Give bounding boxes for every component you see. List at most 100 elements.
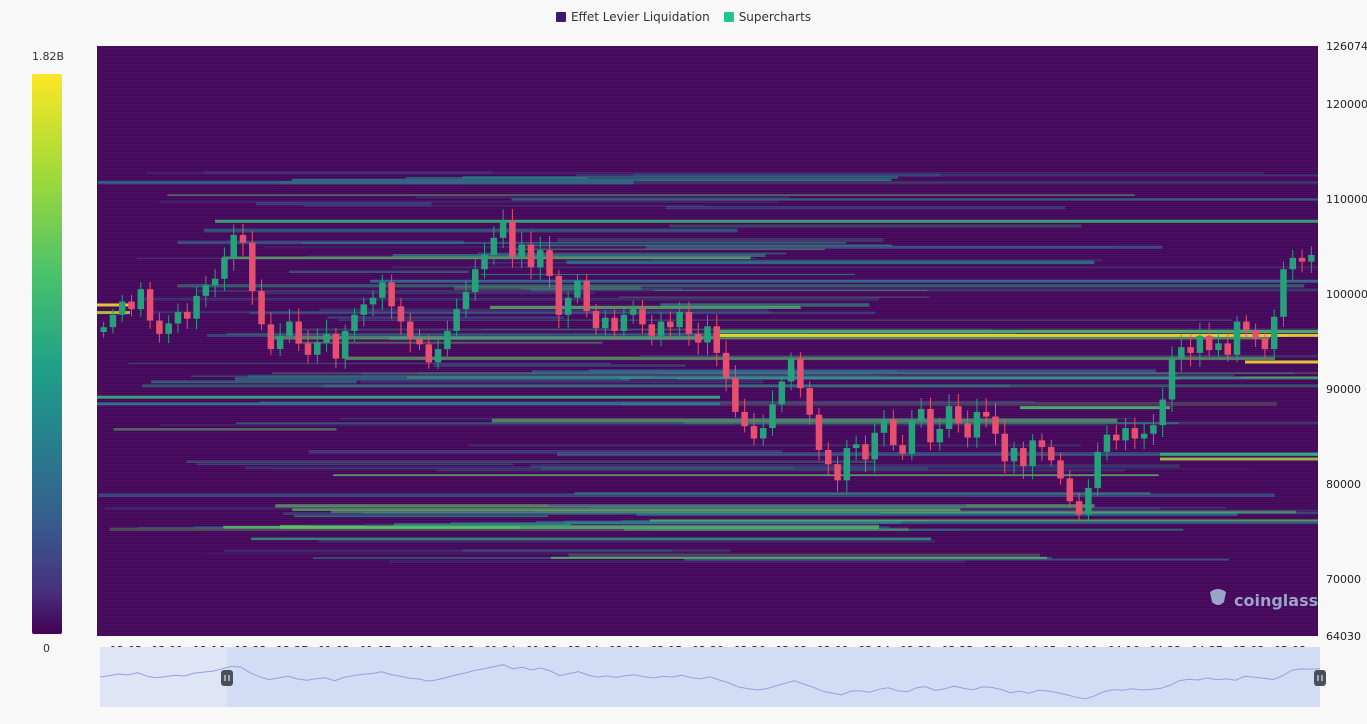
candle-body bbox=[1085, 487, 1092, 515]
candle-body bbox=[221, 257, 228, 279]
candle-body bbox=[267, 324, 275, 350]
candle-body bbox=[1150, 425, 1157, 434]
candle-body bbox=[713, 326, 721, 353]
candle-body bbox=[611, 317, 618, 332]
candle-body bbox=[741, 411, 748, 427]
candle-body bbox=[174, 312, 182, 324]
candle-body bbox=[564, 297, 572, 315]
candle-body bbox=[1233, 321, 1241, 355]
y-tick-label: 110000 bbox=[1326, 193, 1367, 206]
colorbar[interactable] bbox=[32, 74, 62, 634]
legend-item-liquidation[interactable]: Effet Levier Liquidation bbox=[555, 10, 710, 24]
candle-body bbox=[462, 292, 470, 310]
candle-body bbox=[722, 352, 730, 378]
candle-body bbox=[908, 420, 916, 454]
candle-body bbox=[927, 409, 934, 443]
candle-body bbox=[1159, 399, 1166, 426]
candle-body bbox=[945, 406, 953, 429]
candle-body bbox=[1020, 447, 1027, 467]
candle-body bbox=[1168, 358, 1176, 400]
candle-body bbox=[1001, 433, 1009, 462]
candle-body bbox=[936, 428, 944, 443]
candle-body bbox=[193, 295, 200, 319]
candle-body bbox=[667, 321, 674, 328]
candle-body bbox=[1308, 254, 1315, 262]
candle-body bbox=[1047, 447, 1055, 461]
candle-body bbox=[406, 321, 414, 339]
y-tick-label: 120000 bbox=[1326, 98, 1367, 111]
y-tick-label: 126074 bbox=[1326, 40, 1367, 53]
candle-body bbox=[481, 254, 488, 270]
candle-body bbox=[871, 432, 878, 460]
candle-body bbox=[732, 377, 739, 412]
candle-body bbox=[388, 282, 395, 307]
candle-body bbox=[787, 358, 795, 382]
candle-body bbox=[629, 309, 637, 315]
candle-body bbox=[1131, 428, 1139, 439]
candle-body bbox=[982, 411, 990, 417]
candle-body bbox=[1280, 269, 1287, 317]
candle-body bbox=[834, 464, 841, 481]
candle-body bbox=[555, 275, 563, 315]
candle-body bbox=[202, 285, 210, 296]
candle-body bbox=[397, 306, 405, 322]
candle-body bbox=[843, 447, 851, 481]
candle-body bbox=[537, 250, 544, 268]
candle-body bbox=[444, 331, 451, 350]
y-axis: 126074 120000 110000 100000 90000 80000 70000 6… bbox=[1326, 40, 1367, 643]
candle-body bbox=[546, 250, 553, 276]
candle-body bbox=[249, 242, 256, 292]
candle-body bbox=[890, 419, 897, 446]
navigator-handle-left[interactable] bbox=[221, 670, 233, 686]
candle-body bbox=[230, 234, 237, 258]
candle-body bbox=[304, 343, 312, 355]
candle-body bbox=[778, 381, 786, 405]
navigator-handle-right[interactable] bbox=[1314, 670, 1326, 686]
y-tick-label: 64030 bbox=[1326, 630, 1361, 643]
candle-body bbox=[1057, 460, 1064, 479]
candle-body bbox=[323, 333, 330, 343]
candle-body bbox=[156, 320, 163, 334]
candle-body bbox=[118, 301, 126, 315]
candle-body bbox=[341, 331, 349, 359]
candle-body bbox=[1298, 257, 1306, 262]
navigator-window[interactable] bbox=[227, 647, 1320, 707]
candle-body bbox=[499, 221, 507, 238]
candle-body bbox=[425, 344, 433, 363]
candle-body bbox=[100, 327, 107, 332]
candle-body bbox=[676, 312, 683, 328]
colorbar-max-label: 1.82B bbox=[32, 50, 65, 63]
candle-body bbox=[648, 324, 656, 336]
candle-body bbox=[146, 289, 154, 321]
price-candles bbox=[100, 209, 1315, 523]
candle-body bbox=[490, 237, 498, 255]
candle-body bbox=[620, 314, 628, 332]
candle-body bbox=[1029, 440, 1036, 467]
legend-item-supercharts[interactable]: Supercharts bbox=[723, 10, 811, 24]
candle-body bbox=[1196, 335, 1204, 353]
chart-legend: Effet Levier Liquidation Supercharts bbox=[0, 10, 1367, 24]
y-tick-label: 90000 bbox=[1326, 383, 1361, 396]
candle-body bbox=[351, 314, 358, 332]
candle-body bbox=[1224, 343, 1231, 355]
legend-swatch bbox=[723, 12, 734, 22]
candle-body bbox=[453, 309, 460, 332]
candle-body bbox=[1270, 316, 1278, 350]
candle-body bbox=[1187, 347, 1194, 353]
candle-body bbox=[369, 297, 377, 305]
candle-body bbox=[1066, 478, 1074, 502]
y-tick-label: 100000 bbox=[1326, 288, 1367, 301]
candle-body bbox=[917, 409, 925, 421]
candle-body bbox=[1140, 433, 1148, 439]
candle-body bbox=[276, 335, 284, 350]
candle-body bbox=[128, 301, 135, 310]
candle-body bbox=[1215, 343, 1222, 351]
candle-body bbox=[992, 416, 999, 434]
candle-body bbox=[1122, 428, 1129, 441]
candle-body bbox=[1094, 451, 1101, 488]
candle-body bbox=[509, 221, 516, 257]
candle-body bbox=[955, 406, 962, 424]
candle-body bbox=[258, 291, 265, 325]
candle-body bbox=[416, 338, 423, 345]
